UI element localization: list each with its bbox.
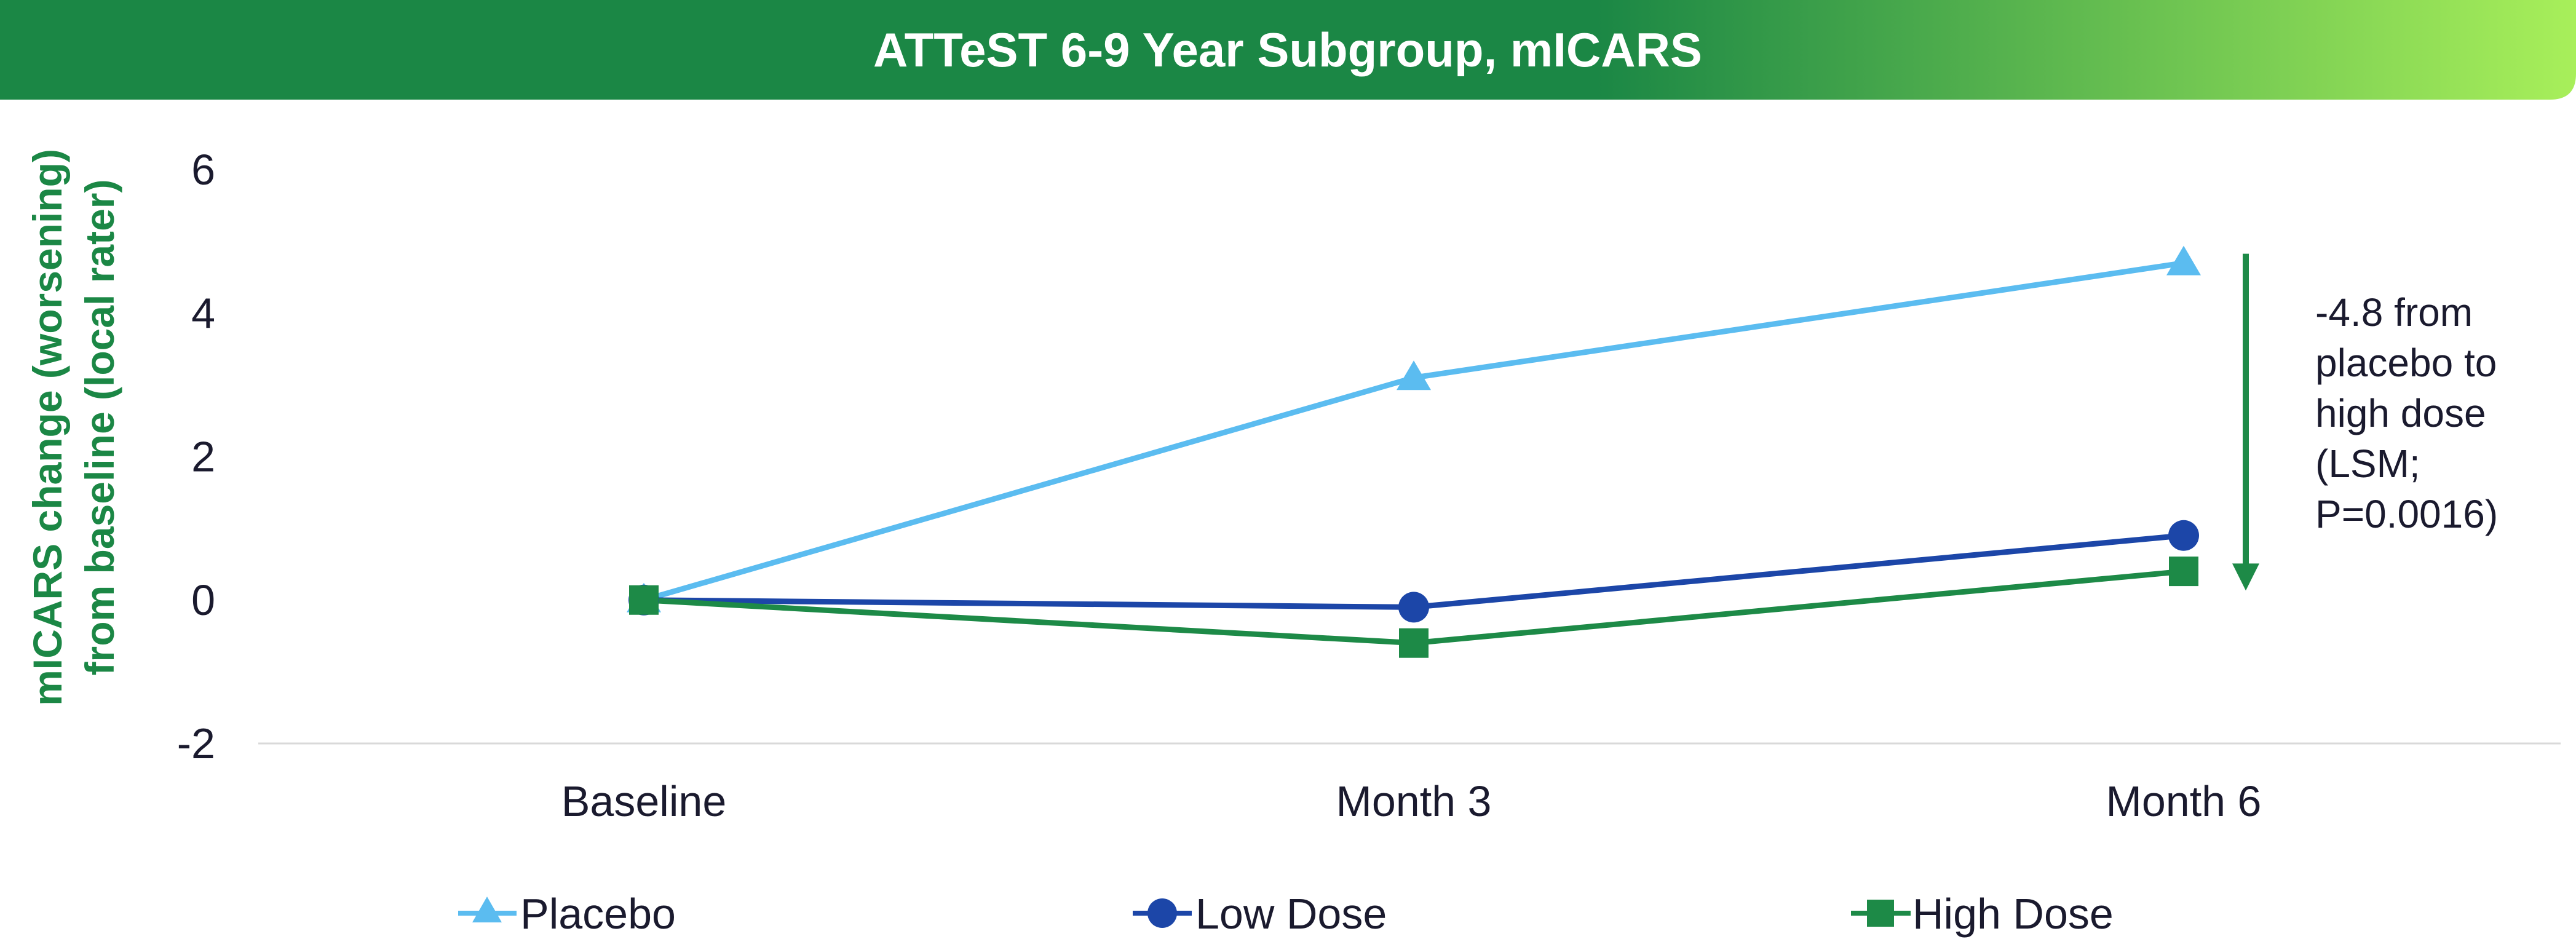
- data-point-high-dose-baseline: [629, 585, 659, 615]
- data-point-placebo-month-6: [2166, 245, 2201, 275]
- annotation-line-1: -4.8 from: [2315, 290, 2473, 335]
- y-tick-label: -2: [177, 719, 215, 767]
- y-tick-label: 6: [191, 146, 215, 194]
- legend-item-high-dose: High Dose: [1851, 890, 2114, 938]
- difference-arrow-head: [2232, 563, 2259, 591]
- x-ticks: Baseline Month 3 Month 6: [561, 777, 2262, 825]
- annotation-line-4: (LSM;: [2315, 442, 2420, 486]
- series-layer: [627, 245, 2201, 658]
- legend-label-low-dose: Low Dose: [1195, 890, 1387, 938]
- legend: Placebo Low Dose High Dose: [458, 890, 2114, 938]
- legend-item-low-dose: Low Dose: [1133, 890, 1387, 938]
- data-point-low-dose-month-3: [1398, 592, 1429, 623]
- series-line-placebo: [643, 260, 2184, 603]
- y-axis-label-line-2: from baseline (local rater): [77, 180, 122, 676]
- annotation-line-3: high dose: [2315, 391, 2486, 435]
- y-ticks: 6 4 2 0 -2: [177, 146, 215, 767]
- difference-arrow: [2232, 253, 2259, 591]
- data-point-low-dose-month-6: [2168, 520, 2199, 551]
- legend-item-placebo: Placebo: [458, 890, 676, 938]
- y-tick-label: 4: [191, 289, 215, 337]
- x-tick-label-month-6: Month 6: [2106, 777, 2262, 825]
- legend-marker-circle-icon: [1147, 898, 1177, 928]
- x-tick-label-baseline: Baseline: [561, 777, 727, 825]
- data-point-placebo-month-3: [1397, 360, 1431, 390]
- difference-annotation: -4.8 from placebo to high dose (LSM; P=0…: [2315, 290, 2498, 536]
- legend-marker-triangle-icon: [472, 897, 502, 922]
- x-tick-label-month-3: Month 3: [1336, 777, 1492, 825]
- y-tick-label: 2: [191, 433, 215, 481]
- legend-marker-square-icon: [1867, 900, 1894, 927]
- annotation-line-5: P=0.0016): [2315, 492, 2498, 536]
- y-tick-label: 0: [191, 576, 215, 624]
- y-axis-label: mICARS change (worsening) from baseline …: [25, 149, 122, 706]
- legend-label-high-dose: High Dose: [1912, 890, 2114, 938]
- chart-title: ATTeST 6-9 Year Subgroup, mICARS: [873, 23, 1702, 77]
- y-axis-label-line-1: mICARS change (worsening): [25, 149, 70, 706]
- data-point-high-dose-month-6: [2169, 557, 2198, 587]
- title-banner: [0, 0, 2576, 100]
- data-point-high-dose-month-3: [1399, 628, 1429, 658]
- annotation-line-2: placebo to: [2315, 341, 2497, 385]
- legend-label-placebo: Placebo: [520, 890, 676, 938]
